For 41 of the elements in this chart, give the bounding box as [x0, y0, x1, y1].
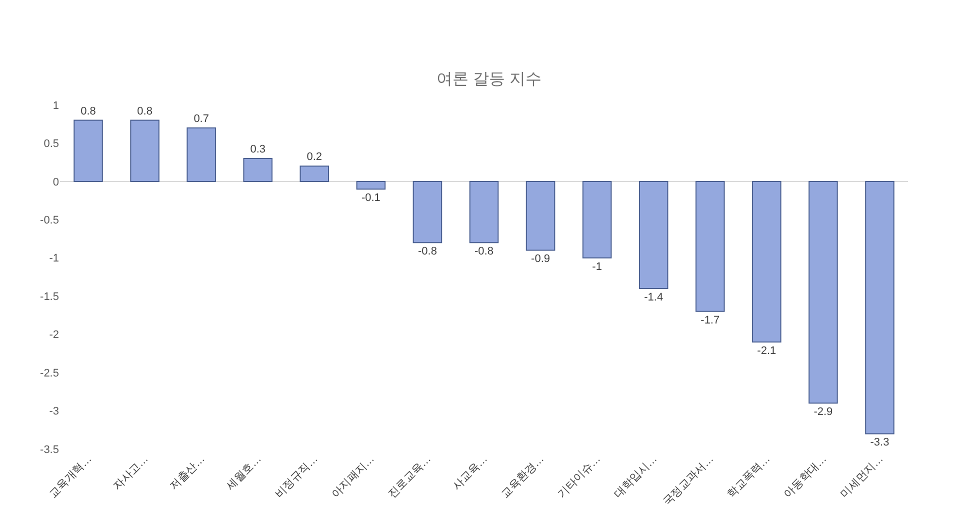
bar [469, 180, 499, 244]
y-tick-label: 0 [52, 176, 59, 188]
y-tick-label: -3.5 [40, 444, 59, 456]
bar [412, 180, 442, 244]
data-label: -1 [592, 260, 602, 273]
bar [300, 166, 330, 182]
data-label: 0.2 [306, 151, 322, 164]
y-tick-label: -2.5 [40, 367, 59, 380]
bar [638, 180, 668, 289]
data-label: -0.9 [531, 253, 550, 266]
bar [526, 180, 556, 251]
y-tick-label: 1 [52, 100, 59, 112]
data-label: -1.7 [700, 314, 720, 326]
data-label: -1.4 [644, 291, 664, 304]
bar [865, 180, 894, 434]
data-label: -3.3 [870, 436, 890, 449]
data-label: 0.3 [250, 144, 266, 156]
data-label: 0.8 [80, 105, 96, 118]
bar [356, 180, 386, 190]
y-tick-label: -1.5 [40, 290, 59, 303]
data-label: -2.9 [814, 406, 833, 418]
chart-title: 여론 갈등 지수 [436, 70, 542, 88]
bar [130, 120, 160, 182]
y-tick-label: -0.5 [40, 214, 59, 227]
bar [696, 180, 725, 312]
data-label: -0.1 [361, 192, 380, 204]
bar [808, 180, 838, 404]
bar [752, 180, 782, 342]
data-label: 0.7 [194, 112, 209, 125]
data-label: -2.1 [757, 344, 776, 357]
bar [582, 180, 612, 258]
y-tick-label: -3 [49, 406, 59, 418]
y-tick-label: -1 [49, 252, 59, 265]
y-tick-label: 0.5 [44, 138, 59, 150]
data-label: -0.8 [418, 246, 437, 258]
bar [243, 158, 272, 182]
bar [186, 127, 216, 182]
data-label: 0.8 [137, 105, 152, 118]
y-tick-label: -2 [49, 329, 59, 342]
bar [74, 120, 103, 182]
data-label: -0.8 [474, 246, 494, 258]
